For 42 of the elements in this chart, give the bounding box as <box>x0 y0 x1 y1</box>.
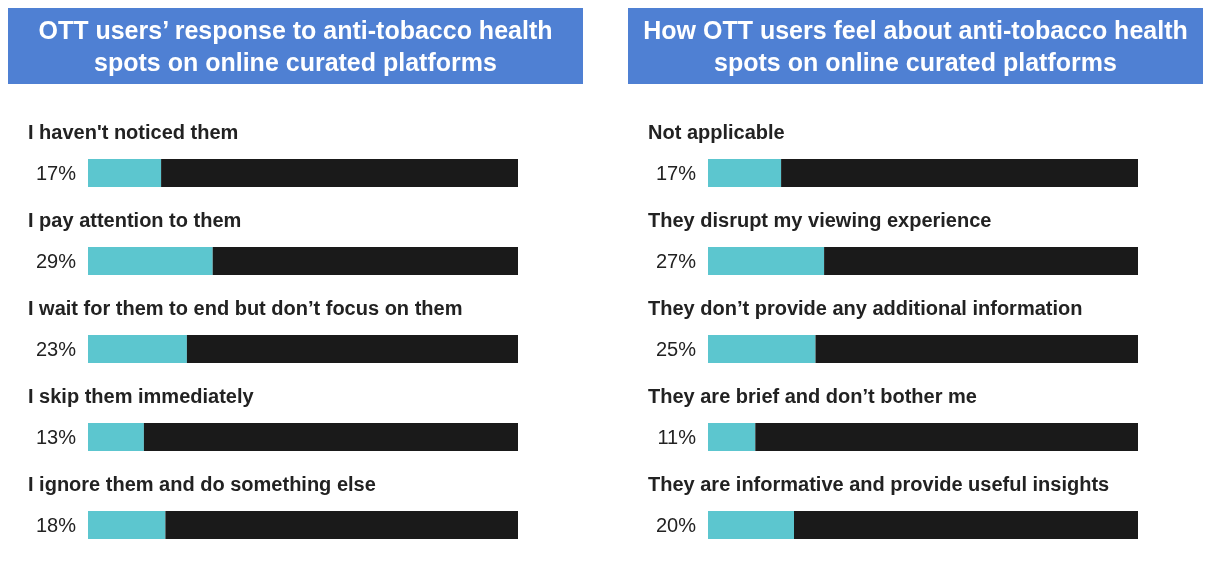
bar <box>88 247 213 275</box>
category-label: I wait for them to end but don’t focus on them <box>28 297 463 319</box>
data-label: 11% <box>657 426 697 448</box>
category-label: I ignore them and do something else <box>28 473 376 495</box>
bar <box>794 511 1138 539</box>
bar <box>161 159 518 187</box>
category-label: They are informative and provide useful insights <box>648 473 1110 495</box>
data-label: 17% <box>655 162 697 184</box>
bar <box>781 159 1138 187</box>
data-label: 23% <box>35 338 77 360</box>
bar <box>708 423 756 451</box>
category-label: They don’t provide any additional information <box>648 297 1083 319</box>
bar <box>815 335 1138 363</box>
category-label: Not applicable <box>648 121 785 143</box>
bar <box>88 159 162 187</box>
bar <box>186 335 518 363</box>
data-label: 27% <box>655 250 697 272</box>
chart-title: OTT users’ response to anti-tobacco health spots on online curated platforms <box>8 8 583 84</box>
chart-title: How OTT users feel about anti-tobacco health spots on online curated platforms <box>628 8 1203 84</box>
bar <box>755 423 1138 451</box>
bar <box>708 335 816 363</box>
data-label: 25% <box>655 338 697 360</box>
bar <box>212 247 518 275</box>
bar <box>88 335 187 363</box>
data-label: 29% <box>35 250 77 272</box>
data-label: 13% <box>35 426 77 448</box>
bar <box>708 159 782 187</box>
bar <box>824 247 1138 275</box>
bar <box>708 247 825 275</box>
category-label: I haven't noticed them <box>28 121 239 143</box>
data-label: 17% <box>35 162 77 184</box>
category-label: I pay attention to them <box>28 209 242 231</box>
bar <box>708 511 794 539</box>
category-label: They disrupt my viewing experience <box>648 209 992 231</box>
bar <box>143 423 518 451</box>
category-label: I skip them immediately <box>28 385 254 407</box>
bar <box>88 423 144 451</box>
data-label: 18% <box>35 514 77 536</box>
data-label: 20% <box>655 514 697 536</box>
bar <box>165 511 518 539</box>
category-label: They are brief and don’t bother me <box>648 385 977 407</box>
bar <box>88 511 166 539</box>
